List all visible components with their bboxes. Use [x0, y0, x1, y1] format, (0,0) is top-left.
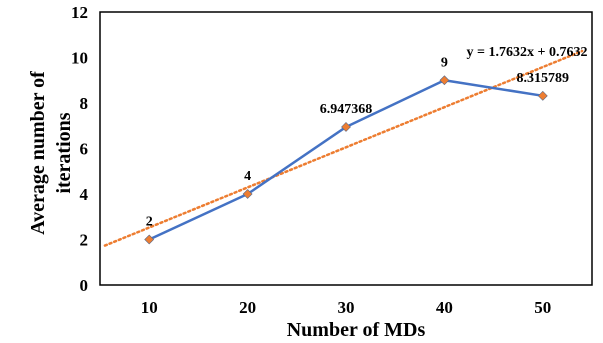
- y-tick-label: 10: [71, 49, 88, 68]
- data-labels-group: 2 4 6.947368 9 8.315789: [146, 55, 569, 229]
- trendline-group: [103, 49, 584, 247]
- x-tick-label: 40: [436, 298, 453, 317]
- data-label: 9: [441, 55, 448, 70]
- plot-area-frame: [99, 11, 593, 286]
- y-axis-title-line-1: Average number of: [27, 71, 49, 235]
- y-axis-title-line-2: iterations: [53, 112, 75, 193]
- trendline: [103, 49, 584, 247]
- data-point-marker: [439, 75, 450, 86]
- x-tick-label: 10: [141, 298, 158, 317]
- data-label: 6.947368: [320, 102, 373, 117]
- x-tick-label: 50: [534, 298, 551, 317]
- x-tick-label: 20: [239, 298, 256, 317]
- x-axis-tick-labels: 10 20 30 40 50: [141, 298, 552, 317]
- y-axis-title: Average number of iterations: [27, 71, 75, 235]
- data-point-marker: [537, 90, 548, 101]
- data-label: 4: [244, 169, 251, 184]
- data-label: 2: [146, 215, 153, 230]
- data-point-marker: [242, 189, 253, 199]
- x-axis-title: Number of MDs: [287, 319, 426, 341]
- data-point-marker: [144, 234, 155, 245]
- y-axis-tick-labels: 0 2 4 6 8 10 12: [71, 3, 89, 295]
- y-tick-label: 2: [80, 231, 89, 250]
- x-tick-label: 30: [338, 298, 355, 317]
- y-tick-label: 0: [80, 276, 89, 295]
- data-point-marker: [341, 122, 351, 132]
- series-group: [144, 75, 548, 245]
- trendline-equation: y = 1.7632x + 0.7632: [467, 45, 588, 60]
- y-tick-label: 8: [80, 94, 89, 113]
- data-label: 8.315789: [517, 71, 570, 86]
- y-tick-label: 6: [80, 140, 89, 159]
- y-tick-label: 12: [71, 3, 88, 22]
- y-tick-label: 4: [80, 185, 89, 204]
